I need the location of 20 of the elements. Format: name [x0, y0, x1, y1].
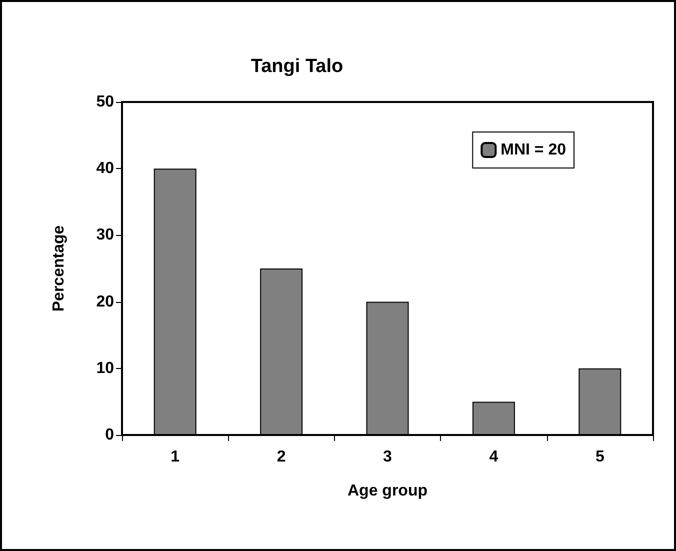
bar	[260, 268, 303, 435]
x-axis-title: Age group	[348, 482, 428, 500]
y-tick-label: 20	[96, 293, 114, 310]
y-tick-label: 50	[96, 94, 114, 110]
y-axis-title: Percentage	[50, 225, 68, 312]
y-tick-label: 30	[96, 226, 114, 244]
y-tick-label: 40	[96, 160, 114, 178]
bar	[578, 368, 622, 435]
bar	[472, 402, 515, 435]
bar	[154, 168, 196, 435]
x-tick-label: 3	[383, 448, 392, 466]
x-tick-label: 1	[170, 448, 180, 466]
x-tick-label: 5	[595, 448, 604, 466]
y-tick-label: 0	[105, 426, 114, 444]
y-tick-label: 10	[96, 360, 114, 377]
bar	[366, 302, 409, 435]
x-tick-label: 4	[489, 448, 498, 466]
legend-label: MNI = 20	[500, 142, 566, 158]
x-tick-label: 2	[276, 448, 286, 466]
chart-title: Tangi Talo	[250, 56, 344, 77]
